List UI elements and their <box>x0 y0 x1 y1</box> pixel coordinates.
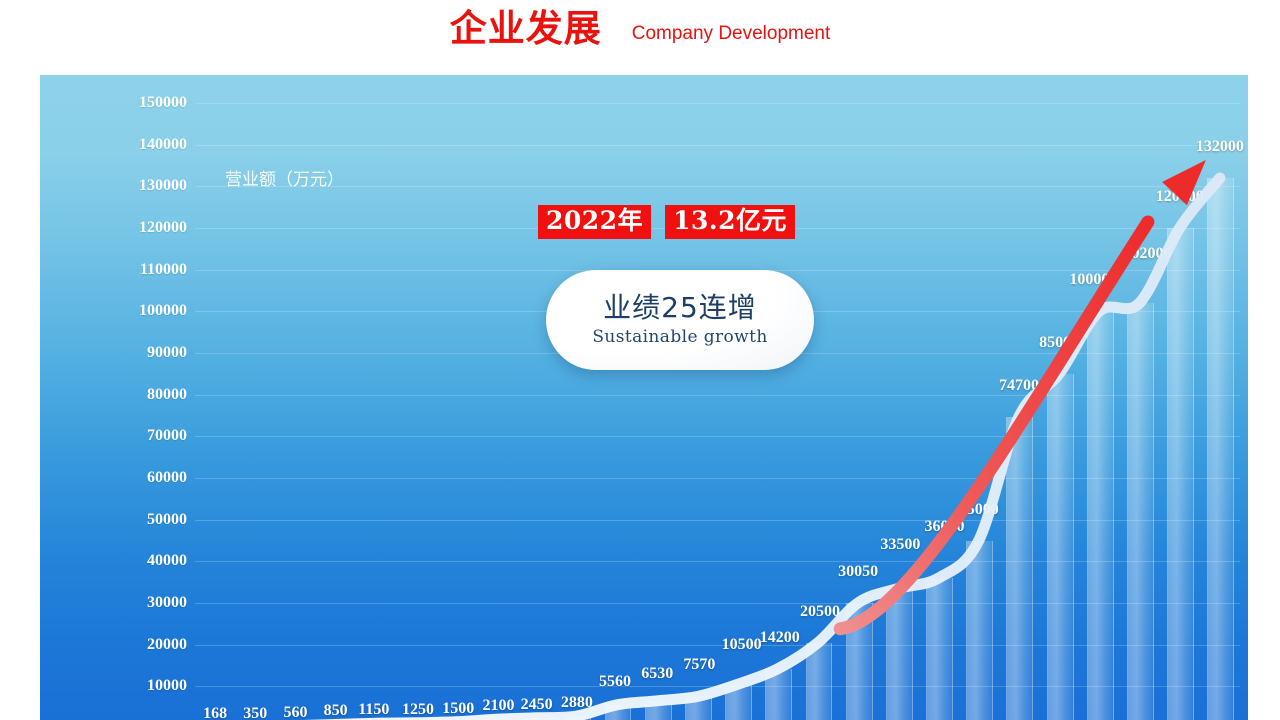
bar <box>805 642 833 720</box>
data-label: 132000 <box>1195 138 1244 155</box>
y-tick-label: 30000 <box>147 594 187 611</box>
bar <box>564 716 592 720</box>
data-label: 20500 <box>799 602 840 620</box>
bar <box>1167 228 1195 720</box>
data-label: 2880 <box>560 694 593 711</box>
bar <box>1127 303 1154 720</box>
y-tick-label: 70000 <box>147 427 187 445</box>
y-tick-label: 10000 <box>147 677 187 695</box>
y-tick-label: 50000 <box>147 510 187 528</box>
bar <box>765 668 793 720</box>
gridline <box>195 478 1240 479</box>
y-tick-label: 80000 <box>147 385 187 403</box>
bar <box>885 588 913 720</box>
data-label: 102000 <box>1123 245 1172 262</box>
data-label: 33500 <box>880 536 921 554</box>
y-tick-label: 60000 <box>147 469 187 486</box>
bar <box>1046 373 1074 720</box>
plot-area: 0100002000030000400005000060000700008000… <box>139 94 1244 720</box>
gridline <box>195 561 1240 563</box>
data-label: 850 <box>323 702 348 720</box>
gridline <box>195 103 1240 104</box>
data-label: 1500 <box>442 699 475 717</box>
badge-value: 13.2亿元 <box>665 205 795 240</box>
data-label: 5560 <box>599 672 632 690</box>
y-tick-label: 20000 <box>147 635 187 653</box>
bar <box>966 540 994 720</box>
bar <box>1207 178 1235 720</box>
highlight-badges: 2022年 13.2亿元 <box>538 205 795 240</box>
y-tick-label: 120000 <box>139 219 187 236</box>
y-tick-label: 100000 <box>139 302 187 320</box>
bar <box>845 602 873 720</box>
callout-subline: Sustainable growth <box>592 327 768 348</box>
y-tick-label: 40000 <box>147 552 187 570</box>
data-label: 14200 <box>759 628 800 646</box>
data-label: 2100 <box>482 697 515 715</box>
bar <box>684 696 712 720</box>
gridline <box>195 186 1240 188</box>
y-tick-label: 90000 <box>147 344 187 361</box>
data-label: 168 <box>203 705 228 720</box>
data-label: 100000 <box>1069 271 1118 289</box>
data-label: 7570 <box>683 656 716 674</box>
bar <box>1086 311 1114 720</box>
data-label: 10500 <box>721 636 762 654</box>
data-label: 85000 <box>1039 333 1080 351</box>
bar <box>604 704 632 720</box>
gridline <box>195 686 1240 688</box>
y-tick-label: 150000 <box>139 94 187 111</box>
bar <box>644 700 672 720</box>
bar <box>926 578 953 720</box>
gridline <box>195 436 1240 438</box>
data-label: 1150 <box>358 701 390 719</box>
chart-panel: 营业额（万元） 年份 01000020000300004000050000600… <box>40 75 1248 720</box>
badge-year: 2022年 <box>538 205 652 240</box>
data-label: 30050 <box>838 562 879 580</box>
title-chinese: 企业发展 <box>449 7 602 50</box>
data-label: 120000 <box>1155 188 1204 205</box>
data-label: 74700 <box>998 376 1039 394</box>
bar <box>725 684 753 720</box>
data-label: 45000 <box>958 500 999 518</box>
data-label: 6530 <box>641 664 674 682</box>
bar <box>1006 416 1034 720</box>
callout-headline: 业绩25连增 <box>603 290 757 324</box>
callout-pill: 业绩25连增 Sustainable growth <box>546 270 814 370</box>
gridline <box>195 394 1240 396</box>
title-english: Company Development <box>631 23 831 44</box>
data-label: 2450 <box>520 695 553 713</box>
y-tick-label: 140000 <box>139 135 187 153</box>
gridline <box>195 603 1240 604</box>
y-tick-label: 110000 <box>139 260 187 278</box>
data-label: 560 <box>283 703 308 720</box>
data-label: 1250 <box>402 700 435 718</box>
y-tick-label: 130000 <box>139 177 187 195</box>
gridline <box>195 644 1240 646</box>
data-label: 36000 <box>924 518 965 535</box>
gridline <box>195 519 1240 521</box>
data-label: 350 <box>243 704 268 720</box>
slide-title: 企业发展 Company Development <box>0 10 1280 60</box>
gridline <box>195 144 1240 146</box>
